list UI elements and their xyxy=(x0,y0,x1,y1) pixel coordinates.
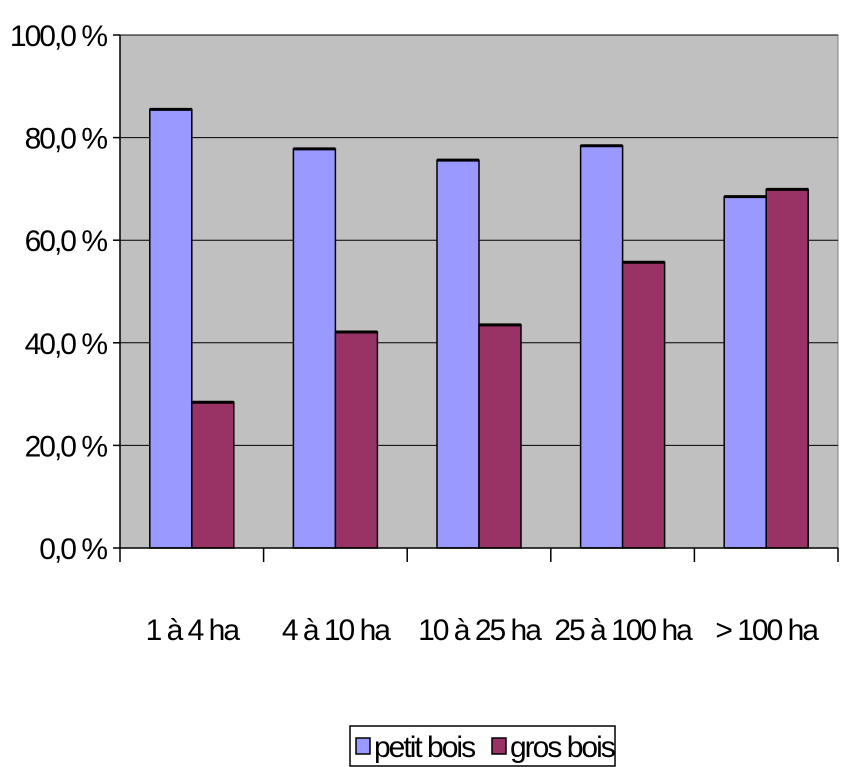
x-category-label: 4 à 10 ha xyxy=(282,614,391,647)
axes xyxy=(113,34,839,562)
bar-gros-bois-1 xyxy=(334,331,379,549)
legend-box xyxy=(349,725,616,767)
legend-swatch-gros-bois xyxy=(491,737,507,755)
y-tick-labels: 0,0 % 20,0 % 40,0 % 60,0 % 80,0 % 100,0 % xyxy=(10,20,109,566)
bar-gros-bois-4 xyxy=(765,188,809,549)
y-tick-label: 0,0 % xyxy=(39,533,107,566)
x-category-label: > 100 ha xyxy=(715,614,819,647)
bar-petit-bois-3 xyxy=(579,145,624,549)
legend-swatch-petit-bois xyxy=(355,737,371,755)
bar-gros-bois-2 xyxy=(478,324,522,549)
bar-petit-bois-4 xyxy=(723,195,767,549)
bar-petit-bois-0 xyxy=(149,108,193,549)
x-category-label: 10 à 25 ha xyxy=(418,614,542,647)
bar-petit-bois-2 xyxy=(436,159,480,549)
bar-gros-bois-3 xyxy=(621,261,666,549)
x-category-label: 25 à 100 ha xyxy=(554,614,693,647)
legend-label-gros-bois: gros bois xyxy=(510,731,615,764)
y-tick-label: 20,0 % xyxy=(25,430,108,463)
x-category-label: 1 à 4 ha xyxy=(146,614,241,647)
y-tick-label: 60,0 % xyxy=(25,225,108,258)
y-tick-label: 100,0 % xyxy=(10,20,107,53)
y-tick-label: 40,0 % xyxy=(25,328,108,361)
legend-label-petit-bois: petit bois xyxy=(374,731,475,764)
bar-gros-bois-0 xyxy=(191,401,235,549)
bars xyxy=(149,107,809,549)
legend: petit bois gros bois xyxy=(349,725,617,767)
x-tick-labels: 1 à 4 ha 4 à 10 ha 10 à 25 ha 25 à 100 ha > … xyxy=(146,614,822,647)
y-tick-label: 80,0 % xyxy=(25,123,108,156)
bar-petit-bois-1 xyxy=(292,148,337,549)
